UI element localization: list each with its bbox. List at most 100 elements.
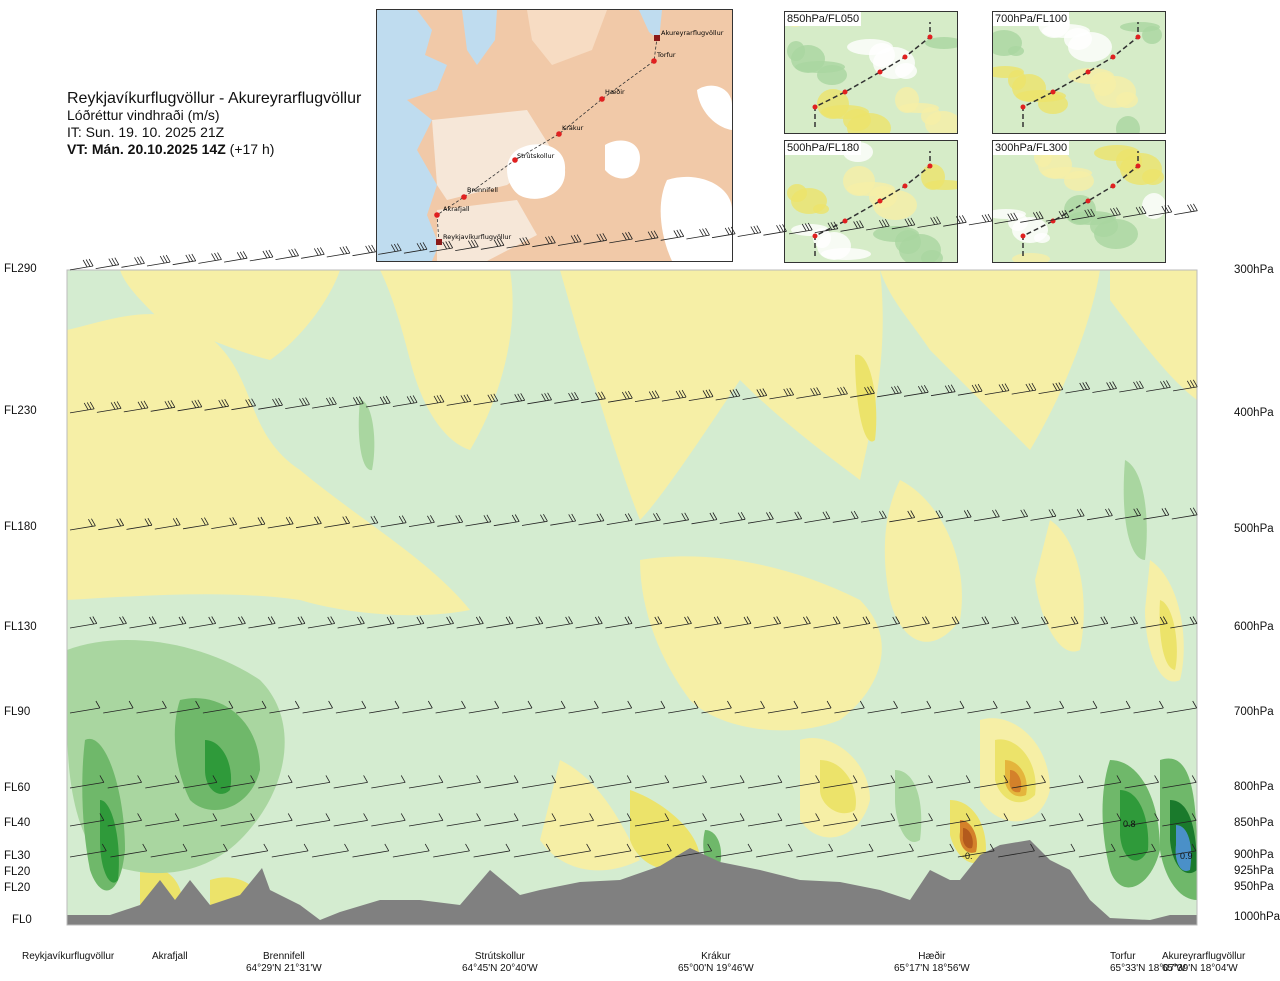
wind-barb-269 [473,843,511,858]
valid-time-offset: (+17 h) [229,141,275,157]
wind-barb-202 [182,775,218,789]
wind-barb-127 [69,616,98,629]
mini-waypoint [1085,198,1091,204]
wind-barb-49 [177,399,203,412]
wind-barb-112 [776,511,803,524]
wind-barb-223 [973,775,1009,789]
wind-barb-41 [1097,207,1121,219]
wind-barb-114 [832,510,859,523]
mini-field-blob [925,37,957,49]
wind-barb-220 [860,775,896,789]
wind-barb-156 [932,616,960,629]
wind-barb-85 [1146,380,1171,392]
wind-barb-45 [69,401,95,414]
location-akureyri: Akureyrarflugvöllur 65°39'N 18°04'W [1162,951,1245,975]
mini-field-blob [787,184,807,202]
wind-barb-134 [278,616,306,629]
wind-barb-57 [392,395,418,407]
wind-barb-115 [860,510,887,523]
wind-barb-116 [889,510,916,523]
wind-barb-205 [295,775,331,789]
wind-barb-282 [998,843,1035,858]
mini-field-blob [1094,145,1140,161]
mini-field-blob [787,41,805,61]
mini-waypoint [1135,163,1141,169]
mini-waypoint [1135,34,1141,40]
wind-barb-250 [860,813,896,827]
wind-barb-280 [917,843,955,858]
wind-barb-88 [98,518,125,531]
wind-barb-13 [378,243,402,255]
map-label-akrafjall: Akrafjall [443,205,470,213]
wind-barb-31 [840,220,864,232]
wind-barb-172 [302,700,333,714]
wind-barb-217 [747,775,783,789]
location-haedir-coord: 65°17'N 18°56'W [894,963,970,974]
wind-barb-91 [182,517,209,530]
wind-barb-35 [943,215,967,227]
wind-barb-37 [994,212,1019,224]
wind-barb-258 [1162,813,1197,827]
wind-barb-98 [380,515,407,528]
wind-barb-120 [1002,509,1029,521]
hpa-label-3: 500hPa [1234,523,1274,535]
wind-barb-84 [1119,380,1144,393]
wind-barb-257 [1124,813,1159,827]
wind-barb-50 [204,399,230,411]
location-reykjavik-name: Reykjavíkurflugvöllur [22,951,115,962]
wind-barb-4 [146,254,171,267]
wind-barb-182 [634,700,666,714]
wind-barb-86 [1173,379,1198,392]
wind-barb-30 [814,221,839,233]
hpa-label-2: 400hPa [1234,407,1274,419]
wind-barb-253 [973,813,1009,827]
wind-barb-168 [169,700,200,714]
wind-barb-125 [1143,507,1170,520]
wind-barb-246 [710,813,745,827]
wind-barb-231 [145,813,180,827]
wind-barb-53 [285,397,310,409]
wind-barb-196 [1100,700,1131,714]
wind-barb-129 [129,616,157,629]
fl-label-2: FL230 [4,405,37,417]
wind-barb-122 [1058,508,1085,521]
wind-barb-34 [917,216,941,228]
plot-frame [66,269,1198,926]
wind-barb-221 [898,775,933,789]
wind-barb-94 [267,516,294,529]
wind-barb-3 [121,256,145,268]
wind-barb-111 [747,511,774,524]
wind-barb-204 [258,775,293,789]
location-akureyri-coord: 65°39'N 18°04'W [1162,963,1238,974]
wind-barb-101 [465,514,492,527]
wind-barb-229 [69,813,105,827]
wind-barb-174 [369,700,400,714]
wind-barb-241 [521,813,557,827]
wind-barb-189 [867,700,898,714]
wind-barb-216 [710,775,745,789]
hpa-label-5: 700hPa [1234,706,1274,718]
wind-barb-24 [660,229,685,241]
wind-barb-181 [601,700,633,714]
wind-barb-54 [312,396,337,409]
wind-barb-157 [962,616,990,629]
wind-barb-274 [675,843,713,858]
wind-barb-92 [211,517,238,529]
wind-barb-286 [1159,843,1197,858]
wind-barb-46 [96,401,122,413]
wind-barb-109 [691,512,718,525]
wind-barb-33 [891,217,916,230]
wind-barb-167 [136,700,167,714]
mini-field-blob [1142,193,1165,219]
wind-barb-71 [769,387,795,400]
map-label-haedir: Hæðir [605,88,625,96]
wind-barb-161 [1081,616,1109,629]
wind-barb-60 [473,393,499,406]
location-akureyri-name: Akureyrarflugvöllur [1162,951,1246,962]
wind-barb-97 [352,515,379,528]
mini-waypoint [1085,69,1091,75]
fl-label-10: FL20 [4,882,31,894]
wind-barb-268 [433,843,470,858]
wind-barb-170 [236,700,267,714]
mini-panel-700: 700hPa/FL100 [992,11,1166,134]
